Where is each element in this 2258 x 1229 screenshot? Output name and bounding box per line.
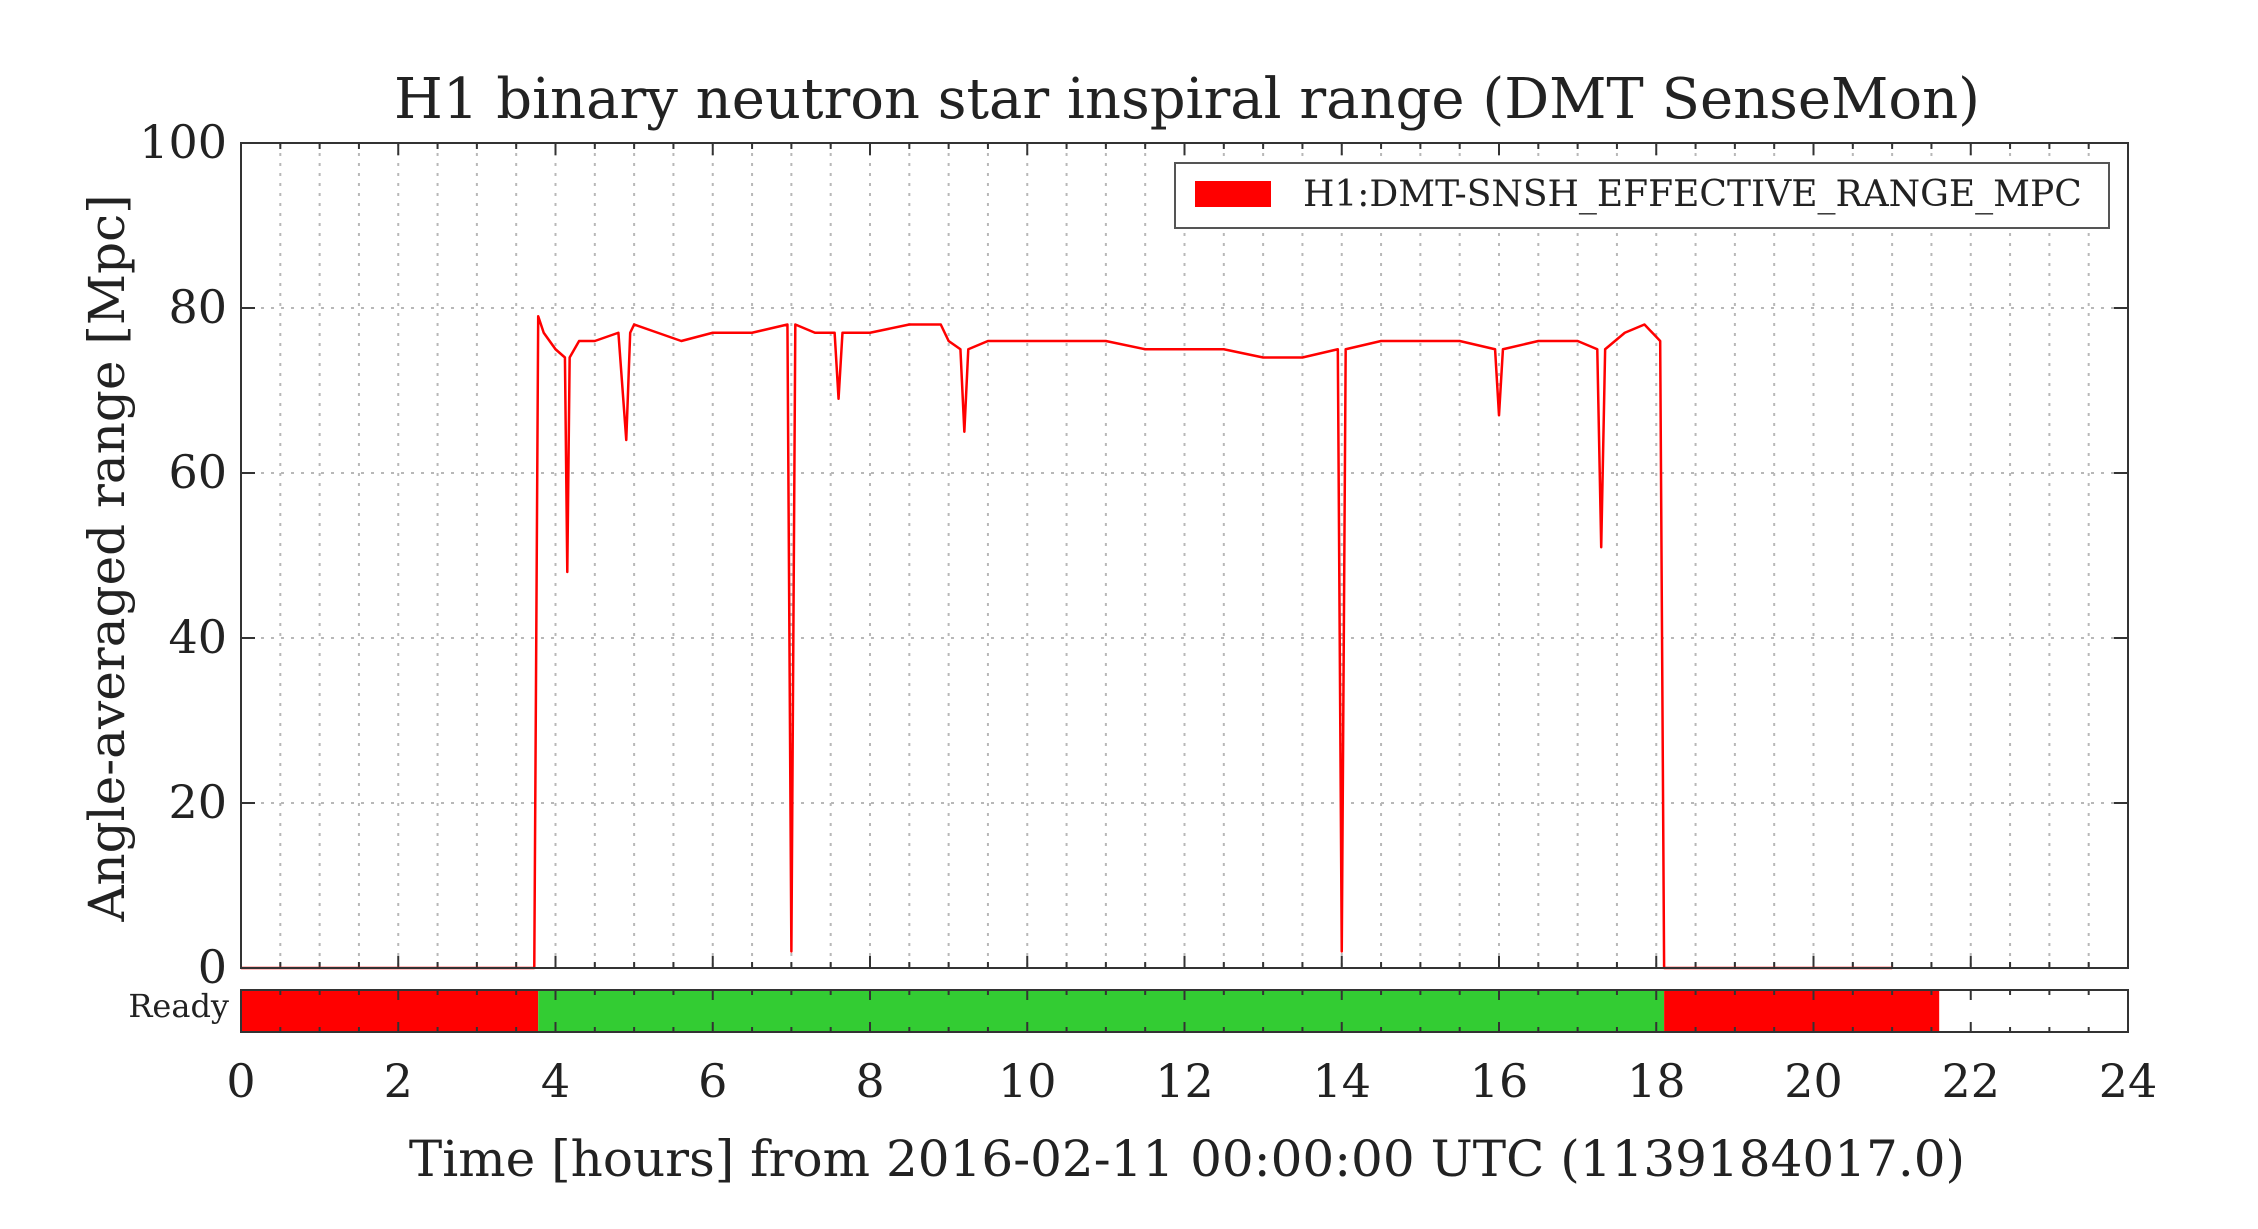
x-tick-label: 4 (541, 1054, 570, 1108)
y-tick-label: 20 (168, 775, 227, 829)
plot-area: 0 20 40 60 80 100 (139, 115, 2129, 994)
state-bar-frame (240, 989, 2129, 1033)
legend: H1:DMT-SNSH_EFFECTIVE_RANGE_MPC (1174, 162, 2110, 229)
x-tick-label: 16 (1470, 1054, 1529, 1108)
x-tick-label: 10 (998, 1054, 1057, 1108)
x-tick-label: 6 (698, 1054, 727, 1108)
y-tick-label: 60 (168, 445, 227, 499)
x-tick-label: 24 (2099, 1054, 2158, 1108)
y-tick-label: 40 (168, 610, 227, 664)
state-bar-label: Ready (128, 987, 229, 1025)
x-tick-label: 8 (855, 1054, 884, 1108)
state-segment (241, 990, 539, 1032)
state-segment (1664, 990, 1940, 1032)
legend-frame (1174, 162, 2110, 229)
x-tick-label: 22 (1941, 1054, 2000, 1108)
x-tick-label: 14 (1312, 1054, 1371, 1108)
y-tick-label: 80 (168, 280, 227, 334)
x-tick-label: 20 (1784, 1054, 1843, 1108)
x-tick-label: 0 (226, 1054, 255, 1108)
y-axis-label: Angle-averaged range [Mpc] (78, 194, 136, 922)
x-tick-label: 2 (384, 1054, 413, 1108)
series-line (241, 315, 1893, 970)
x-axis-label: Time [hours] from 2016-02-11 00:00:00 UT… (409, 1130, 1965, 1188)
y-tick-label: 0 (198, 940, 227, 994)
x-tick-label: 18 (1627, 1054, 1686, 1108)
plot-frame (240, 142, 2129, 969)
legend-label: H1:DMT-SNSH_EFFECTIVE_RANGE_MPC (1303, 174, 2082, 215)
y-tick-label: 100 (139, 115, 227, 169)
state-segment (1939, 990, 2128, 1032)
ready-state-bar: 0 2 4 6 8 10 12 14 16 18 20 22 24 (226, 989, 2158, 1108)
chart-title: H1 binary neutron star inspiral range (D… (394, 67, 1980, 132)
legend-swatch (1195, 181, 1271, 207)
x-tick-label: 12 (1155, 1054, 1214, 1108)
state-segment (538, 990, 1665, 1032)
